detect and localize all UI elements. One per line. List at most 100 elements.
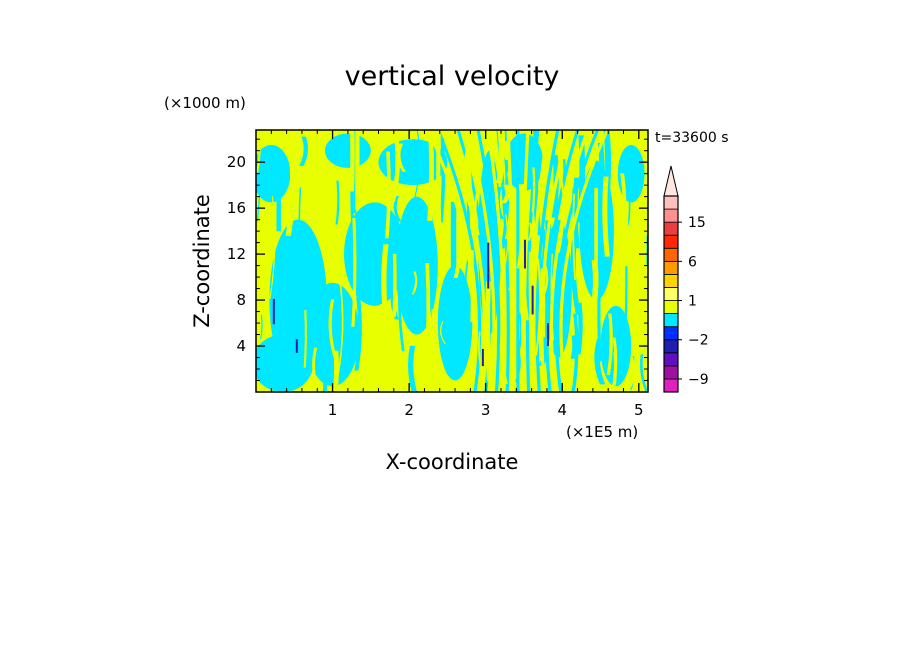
colorbar-swatch xyxy=(663,378,679,393)
field-streak xyxy=(423,263,431,367)
field-streak xyxy=(496,130,505,184)
field-streak xyxy=(328,299,337,358)
field-streak xyxy=(385,151,391,239)
field-streak xyxy=(610,337,618,392)
field-band xyxy=(476,130,501,392)
colorbar-label: 15 xyxy=(688,215,706,231)
field-streak xyxy=(413,130,421,200)
colorbar-swatch xyxy=(663,234,679,249)
field-streak xyxy=(265,344,273,369)
y-tick-label: 20 xyxy=(227,153,246,171)
chart-title: vertical velocity xyxy=(345,61,560,92)
field-blob xyxy=(305,282,360,387)
field-strong-streak xyxy=(272,298,275,325)
y-axis: 4 8 12 16 20 xyxy=(227,138,648,382)
field-streak xyxy=(285,143,296,236)
field-streak xyxy=(570,335,577,359)
field-streak xyxy=(286,271,297,376)
field-streak xyxy=(463,148,471,207)
field-streak xyxy=(571,313,579,392)
x-tick-label: 1 xyxy=(328,401,338,419)
field-blob xyxy=(256,334,314,392)
field-streak xyxy=(590,260,599,311)
colorbar-swatch xyxy=(663,221,679,236)
field-streak xyxy=(500,184,511,204)
field-streak xyxy=(477,331,482,368)
field-positive-regions xyxy=(256,130,648,392)
field-streak xyxy=(398,257,405,352)
field-streak xyxy=(381,244,391,335)
colorbar-swatch xyxy=(663,195,679,210)
x-tick-label: 3 xyxy=(481,401,491,419)
field-streak xyxy=(399,282,403,336)
field-strong-streak xyxy=(481,348,484,367)
field-streak xyxy=(531,167,536,213)
field-streak xyxy=(269,196,276,299)
colorbar: 15 6 1 −2 −9 xyxy=(663,165,709,393)
field-streak xyxy=(411,271,418,295)
field-streak xyxy=(527,222,533,241)
field-band xyxy=(525,130,540,392)
time-label: t=33600 s xyxy=(655,130,729,146)
field-streak xyxy=(278,285,283,355)
colorbar-label: −9 xyxy=(688,372,709,388)
colorbar-label: −2 xyxy=(688,333,709,349)
field-streak xyxy=(386,215,394,290)
y-tick-label: 8 xyxy=(236,291,246,309)
colorbar-swatch xyxy=(663,208,679,223)
colorbar-swatch xyxy=(663,339,679,354)
field-band xyxy=(496,130,510,392)
colorbar-swatch xyxy=(663,287,679,301)
field-streak xyxy=(594,187,598,264)
field-streak xyxy=(312,130,318,182)
field-streak xyxy=(535,258,541,356)
field-blob xyxy=(324,133,371,168)
x-axis-title: X-coordinate xyxy=(386,450,519,474)
colorbar-swatch xyxy=(663,300,679,314)
field-streak xyxy=(597,196,602,250)
x-tick-label: 5 xyxy=(634,401,644,419)
field-streak xyxy=(540,263,549,299)
field-streak xyxy=(364,207,373,302)
field-streak xyxy=(617,173,627,250)
y-tick-label: 16 xyxy=(227,199,246,217)
field-streak xyxy=(349,130,355,192)
field-streak xyxy=(606,313,613,375)
field-streak xyxy=(638,268,645,355)
field-streak xyxy=(390,130,401,202)
field-blob xyxy=(256,144,291,203)
colorbar-label: 1 xyxy=(688,294,697,310)
field-band xyxy=(559,130,610,392)
field-strong-streak xyxy=(546,323,549,347)
field-streak xyxy=(298,187,303,274)
field-streak xyxy=(332,350,339,392)
colorbar-swatch xyxy=(663,313,679,328)
x-unit-label: (×1E5 m) xyxy=(566,423,638,441)
y-axis-title: Z-coordinate xyxy=(190,194,214,328)
field-streak xyxy=(433,377,441,392)
colorbar-swatch xyxy=(663,247,679,262)
field-streak xyxy=(329,353,338,392)
y-unit-label: (×1000 m) xyxy=(164,94,246,112)
field-streak xyxy=(418,348,427,388)
x-tick-label: 2 xyxy=(404,401,414,419)
field-streak xyxy=(517,312,522,356)
field-streak xyxy=(427,130,434,221)
field-streak xyxy=(354,296,362,371)
field-streak xyxy=(351,218,357,327)
field-band xyxy=(436,130,482,392)
colorbar-label: 6 xyxy=(688,254,697,270)
field-blob xyxy=(437,265,473,381)
colorbar-swatch xyxy=(663,260,679,275)
field-streak xyxy=(393,196,402,222)
field-streak xyxy=(260,314,263,340)
field-streak xyxy=(640,344,648,392)
field-strong-streak xyxy=(487,242,490,289)
field-streak xyxy=(624,246,628,330)
field-streak xyxy=(299,308,308,360)
x-tick-label: 4 xyxy=(557,401,567,419)
field-band xyxy=(506,130,515,392)
field-streak xyxy=(408,345,418,392)
field-band xyxy=(549,130,590,392)
colorbar-swatch xyxy=(663,326,679,341)
